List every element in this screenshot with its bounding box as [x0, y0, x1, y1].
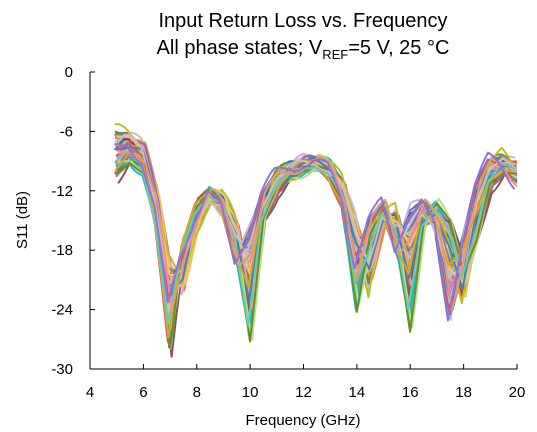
y-tick-label: 0 [65, 64, 73, 81]
x-axis-label: Frequency (GHz) [245, 412, 360, 429]
chart-title-line1: Input Return Loss vs. Frequency [158, 10, 447, 32]
x-tick-label: 18 [455, 384, 472, 401]
x-tick-label: 12 [295, 384, 312, 401]
phase-state-series-line [114, 143, 516, 322]
y-tick-label: -30 [51, 361, 73, 378]
x-tick-labels: 4 6 8 10 12 14 16 18 20 [86, 364, 526, 401]
series-layer [113, 123, 517, 358]
y-axis-label: S11 (dB) [14, 191, 31, 249]
y-tick-label: -24 [51, 302, 73, 319]
title-line2-prefix: All phase states; V [157, 37, 323, 59]
x-tick-label: 8 [193, 384, 201, 401]
chart-title-line2: All phase states; VREF=5 V, 25 °C [157, 37, 450, 62]
x-tick-label: 10 [242, 384, 259, 401]
phase-state-series-line [114, 151, 516, 339]
y-tick-label: -6 [60, 123, 73, 140]
phase-state-series-line [118, 150, 517, 312]
x-tick-label: 14 [349, 384, 366, 401]
title-line2-subscript: REF [322, 47, 348, 62]
x-tick-label: 20 [509, 384, 526, 401]
phase-state-series-line [115, 146, 517, 302]
plot-area [113, 123, 517, 358]
x-tick-label: 6 [139, 384, 147, 401]
x-tick-label: 4 [86, 384, 94, 401]
y-tick-label: -12 [51, 183, 73, 200]
x-tick-label: 16 [402, 384, 419, 401]
title-line2-suffix: =5 V, 25 °C [348, 37, 449, 59]
y-tick-label: -18 [51, 242, 73, 259]
y-tick-labels: 0 -6 -12 -18 -24 -30 [51, 64, 95, 378]
